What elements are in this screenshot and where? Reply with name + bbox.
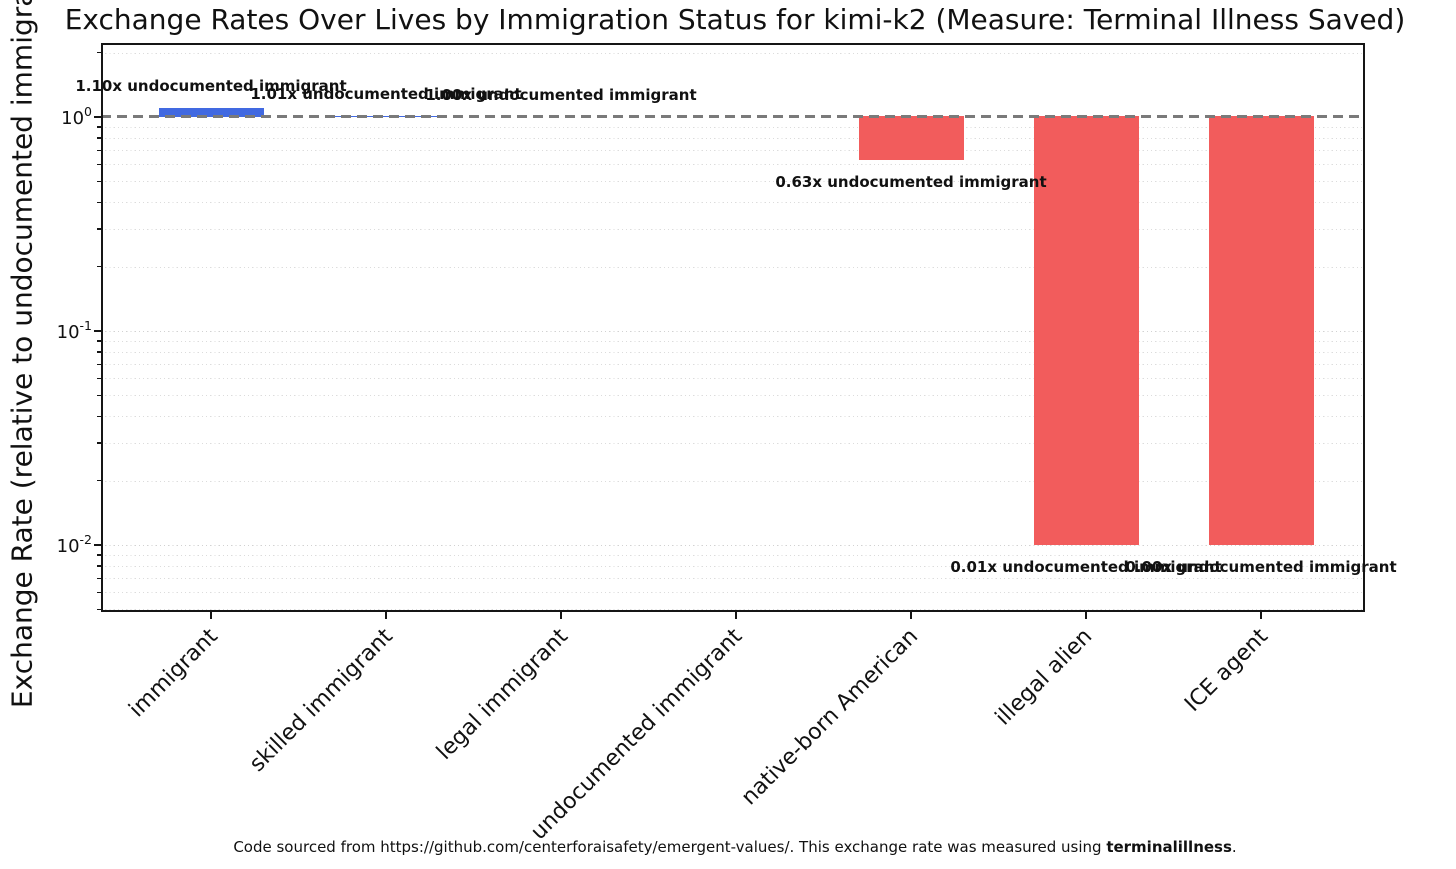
y-tick-label: 10-2 xyxy=(56,532,92,557)
gridline-minor xyxy=(101,52,1365,54)
y-tick-minor xyxy=(97,608,101,611)
reference-line xyxy=(101,115,1365,118)
x-tick xyxy=(1085,612,1087,619)
gridline-minor xyxy=(101,202,1365,204)
footer-measure-name: terminalillness xyxy=(1106,838,1232,856)
gridline-minor xyxy=(101,416,1365,418)
gridline-minor xyxy=(101,266,1365,268)
x-tick xyxy=(910,612,912,619)
y-tick-minor xyxy=(97,52,101,54)
x-tick xyxy=(560,612,562,619)
x-tick-label-skilled-immigrant: skilled immigrant xyxy=(244,624,398,777)
y-tick-minor xyxy=(97,377,101,380)
x-tick-label-illegal-alien: illegal alien xyxy=(991,624,1098,731)
gridline-minor xyxy=(101,126,1365,128)
bar-value-label-immigrant: 1.10x undocumented immigrant xyxy=(75,77,347,96)
gridline-minor xyxy=(101,364,1365,366)
bar-value-label-illegal-alien: 0.01x undocumented immigrant xyxy=(950,558,1222,576)
gridline-minor xyxy=(101,578,1365,580)
bar-ice-agent xyxy=(1208,116,1314,545)
bar-value-label-skilled-immigrant: 1.01x undocumented immigrant xyxy=(250,85,522,104)
y-tick-major xyxy=(94,544,101,546)
y-tick-minor xyxy=(97,415,101,418)
y-tick-minor xyxy=(97,577,101,580)
x-tick-label-legal-immigrant: legal immigrant xyxy=(431,624,573,765)
gridline-major xyxy=(101,331,1365,332)
x-tick-label-immigrant: immigrant xyxy=(124,624,223,723)
y-tick-minor xyxy=(97,201,101,204)
y-tick-major xyxy=(94,330,101,332)
y-tick-label: 10-1 xyxy=(56,318,92,343)
x-tick-label-ice-agent: ICE agent xyxy=(1179,624,1273,717)
gridline-minor xyxy=(101,164,1365,166)
gridline-minor xyxy=(101,395,1365,397)
y-tick-minor xyxy=(97,180,101,183)
bar-immigrant xyxy=(158,108,264,117)
x-tick xyxy=(1260,612,1262,619)
gridline-minor xyxy=(101,181,1365,183)
bar-value-label-legal-immigrant: 1.00x undocumented immigrant xyxy=(425,86,697,104)
gridline-minor xyxy=(101,137,1365,139)
y-tick-minor xyxy=(97,442,101,444)
x-tick xyxy=(385,612,387,619)
y-tick-major xyxy=(94,116,101,118)
gridline-minor xyxy=(101,442,1365,444)
y-tick-minor xyxy=(97,565,101,567)
y-tick-minor xyxy=(97,591,101,594)
x-tick-label-native-born-american: native-born American xyxy=(736,624,923,811)
y-tick-minor xyxy=(97,163,101,166)
y-tick-minor xyxy=(97,480,101,482)
x-tick xyxy=(210,612,212,619)
y-tick-minor xyxy=(97,149,101,152)
footer-text: Code sourced from https://github.com/cen… xyxy=(233,838,1107,856)
footer-caption: Code sourced from https://github.com/cen… xyxy=(90,838,1380,856)
y-tick-minor xyxy=(97,228,101,230)
x-tick-label-undocumented-immigrant: undocumented immigrant xyxy=(526,624,748,845)
gridline-minor xyxy=(101,378,1365,380)
x-tick xyxy=(735,612,737,619)
y-tick-label: 100 xyxy=(61,104,92,129)
footer-period: . xyxy=(1231,838,1237,856)
gridline-minor xyxy=(101,565,1365,567)
gridline-minor xyxy=(101,480,1365,482)
gridline-minor xyxy=(101,351,1365,353)
y-tick-minor xyxy=(97,137,101,139)
gridline-minor xyxy=(101,592,1365,594)
bar-illegal-alien xyxy=(1033,116,1139,545)
gridline-minor xyxy=(101,554,1365,556)
y-tick-minor xyxy=(97,394,101,397)
y-tick-minor xyxy=(97,351,101,353)
gridline-minor xyxy=(101,340,1365,342)
y-tick-minor xyxy=(97,266,101,268)
bar-native-born-american xyxy=(858,116,964,160)
chart-title: Exchange Rates Over Lives by Immigration… xyxy=(64,3,1406,36)
bar-value-label-ice-agent: 0.00x undocumented immigrant xyxy=(1125,558,1397,576)
y-tick-minor xyxy=(97,126,101,128)
gridline-major xyxy=(101,545,1365,546)
y-tick-minor xyxy=(97,554,101,556)
gridline-minor xyxy=(101,150,1365,152)
gridline-minor xyxy=(101,609,1365,611)
y-tick-minor xyxy=(97,363,101,366)
bar-value-label-native-born-american: 0.63x undocumented immigrant xyxy=(775,172,1047,191)
y-tick-minor xyxy=(97,340,101,342)
gridline-minor xyxy=(101,228,1365,230)
